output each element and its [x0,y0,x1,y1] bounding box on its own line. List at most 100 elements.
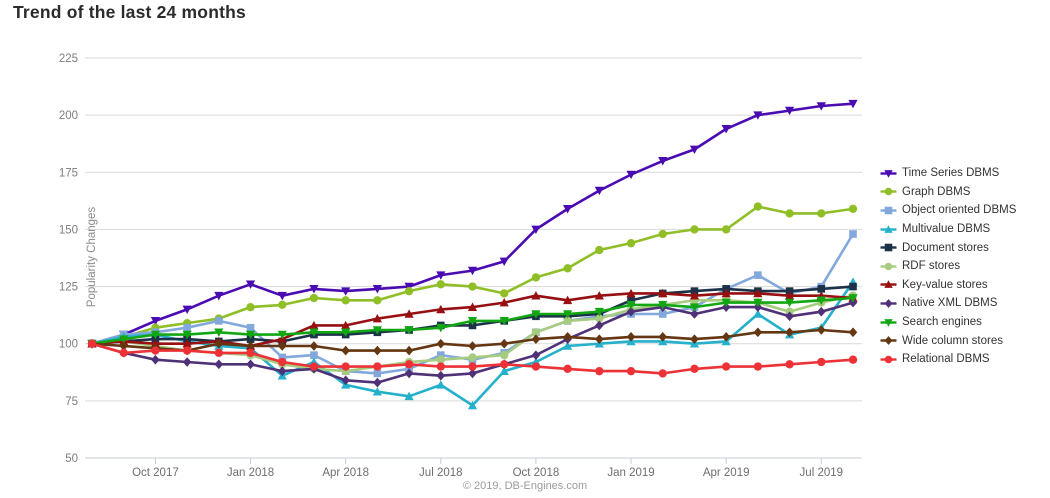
data-point-marker [884,169,893,178]
data-point-marker [626,366,636,376]
data-point-marker [563,316,572,326]
data-point-marker [404,286,414,296]
search-engines-legend-marker-icon [880,318,897,327]
data-point-marker [150,317,161,326]
legend-item-search-engines[interactable]: Search engines [880,313,1016,332]
data-point-marker [499,366,509,375]
data-point-marker [404,391,414,401]
data-point-marker [436,370,446,381]
data-point-marker [215,317,223,325]
data-point-marker [245,330,256,340]
legend-item-document-stores[interactable]: Document stores [880,238,1016,257]
legend-item-multivalue-dbms[interactable]: Multivalue DBMS [880,220,1016,239]
data-point-marker [182,305,192,315]
data-point-marker [531,350,541,360]
data-point-marker [658,310,667,318]
data-point-marker [531,291,541,300]
data-point-marker [341,287,351,296]
data-point-marker [816,296,826,305]
data-point-marker [436,338,446,349]
data-point-marker [277,330,287,340]
data-point-marker [753,288,763,298]
data-point-marker [372,313,382,323]
data-point-marker [246,302,255,312]
data-point-marker [785,209,794,218]
data-point-marker [246,323,255,332]
data-point-marker [754,271,762,279]
data-point-marker [119,341,129,351]
copyright-credit: © 2019, DB-Engines.com [462,480,588,492]
y-axis-title: Popularity Changes [86,206,98,308]
data-point-marker [816,102,826,111]
data-point-marker [884,224,893,233]
data-point-marker [404,326,414,335]
y-tick-label: 175 [59,167,78,179]
data-point-marker [563,295,573,305]
data-point-marker [884,188,893,196]
data-point-marker [626,301,636,310]
chart-legend: Time Series DBMS Graph DBMS Object oriente… [880,164,1016,369]
legend-label: Relational DBMS [902,353,990,366]
data-point-marker [151,346,160,355]
data-point-marker [341,362,350,371]
data-point-marker [531,334,541,344]
data-point-marker [214,359,224,370]
data-point-marker [246,359,255,370]
data-point-marker [436,323,446,333]
data-point-marker [690,309,699,319]
data-point-marker [372,387,382,396]
legend-item-native-xml-dbms[interactable]: Native XML DBMS [880,294,1016,313]
data-point-marker [436,271,446,280]
data-point-marker [341,328,351,337]
data-point-marker [595,334,604,344]
legend-item-rdf-stores[interactable]: RDF stores [880,257,1016,276]
native-xml-dbms-legend-marker-icon [880,299,897,308]
data-point-marker [183,323,191,332]
data-point-marker [309,362,319,371]
data-point-marker [689,145,700,155]
legend-label: RDF stores [902,260,961,273]
data-point-marker [373,362,382,371]
document-stores-legend-marker-icon [880,243,897,252]
data-point-marker [404,309,414,318]
data-point-marker [467,266,478,276]
data-point-marker [595,314,604,323]
data-point-marker [563,310,573,319]
data-point-marker [151,354,160,365]
data-point-marker [785,360,794,369]
chart-title: Trend of the last 24 months [13,2,246,22]
x-tick-label: Jul 2018 [419,467,462,479]
legend-item-wide-column-stores[interactable]: Wide column stores [880,331,1016,350]
legend-item-time-series-dbms[interactable]: Time Series DBMS [880,164,1016,183]
data-point-marker [310,351,318,359]
x-axis: Oct 2017 Jan 2018 Apr 2018 Jul 2018 Oct 2018… [132,458,843,479]
data-point-marker [595,366,604,376]
legend-item-graph-dbms[interactable]: Graph DBMS [880,183,1016,202]
gridlines: 225 200 175 150 125 100 75 50 [59,53,862,465]
data-point-marker [119,335,129,344]
data-point-marker [753,327,763,338]
data-point-marker [689,303,700,312]
legend-item-relational-dbms[interactable]: Relational DBMS [880,350,1016,369]
data-point-marker [848,294,858,303]
data-point-marker [467,302,478,311]
data-point-marker [753,362,763,371]
data-point-marker [404,345,414,356]
data-point-marker [499,317,509,326]
data-point-marker [594,186,604,196]
data-point-marker [150,339,161,348]
data-point-marker [658,288,668,298]
data-point-marker [690,334,699,344]
legend-item-object-oriented-dbms[interactable]: Object oriented DBMS [880,201,1016,220]
data-point-marker [531,328,541,337]
data-point-marker [721,332,731,342]
data-point-marker [150,330,161,340]
legend-label: Multivalue DBMS [902,223,991,236]
time-series-dbms-legend-marker-icon [880,169,897,178]
data-point-marker [626,170,636,180]
legend-item-key-value-stores[interactable]: Key-value stores [880,276,1016,295]
data-point-marker [468,353,477,362]
data-point-marker [500,360,509,369]
data-point-marker [884,206,893,215]
x-tick-label: Oct 2018 [513,467,560,479]
